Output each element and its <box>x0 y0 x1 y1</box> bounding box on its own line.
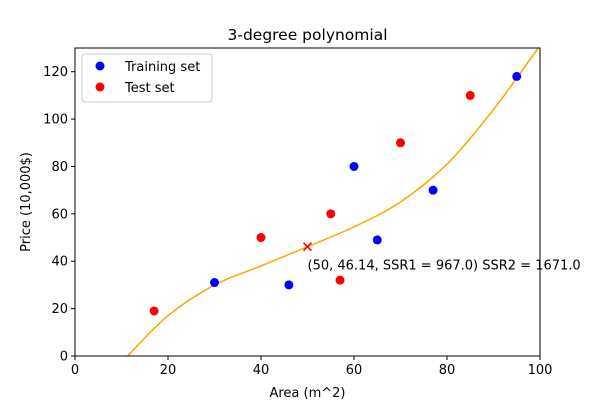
legend-marker-test <box>95 82 105 92</box>
test-point <box>335 275 345 285</box>
legend-box <box>81 53 213 103</box>
legend: Training set Test set <box>81 53 213 103</box>
training-point <box>349 161 359 171</box>
y-tick-label: 80 <box>51 160 68 175</box>
x-axis-label: Area (m^2) <box>269 386 345 400</box>
legend-label-test: Test set <box>124 81 175 96</box>
test-point <box>396 138 405 148</box>
chart-title: 3-degree polynomial <box>227 26 387 44</box>
training-point <box>428 185 438 195</box>
training-point <box>210 278 219 288</box>
highlight-x-stroke <box>302 242 313 252</box>
x-tick-label: 100 <box>528 363 553 378</box>
training-point <box>284 280 294 290</box>
y-tick-label: 120 <box>43 65 68 80</box>
x-tick-label: 40 <box>253 363 270 378</box>
test-point <box>256 233 266 243</box>
annotation-label: (50, 46.14, SSR1 = 967.0) SSR2 = 1671.0 <box>308 259 581 274</box>
plot-frame <box>74 47 541 357</box>
y-axis-ticks: 0 20 40 60 80 100 120 <box>43 65 75 365</box>
x-tick-label: 60 <box>346 363 363 378</box>
x-axis-ticks: 0 20 40 60 80 100 <box>71 356 553 378</box>
x-tick-label: 20 <box>160 363 177 378</box>
y-tick-label: 60 <box>51 207 68 222</box>
fit-curve <box>127 48 539 356</box>
scatter-points <box>149 71 522 316</box>
training-point <box>372 235 382 245</box>
test-point <box>465 90 475 100</box>
y-tick-label: 20 <box>51 302 68 317</box>
training-point <box>512 71 522 81</box>
y-tick-label: 40 <box>51 255 68 270</box>
test-point <box>149 306 159 316</box>
x-tick-label: 0 <box>71 363 79 378</box>
y-tick-label: 0 <box>60 350 68 365</box>
y-tick-label: 100 <box>43 113 68 128</box>
x-tick-label: 80 <box>439 363 456 378</box>
y-axis-label: Price (10,000$) <box>19 152 34 252</box>
legend-label-training: Training set <box>124 60 200 75</box>
highlight-point-marker <box>302 242 313 252</box>
legend-marker-training <box>95 61 105 71</box>
test-point <box>326 209 336 219</box>
